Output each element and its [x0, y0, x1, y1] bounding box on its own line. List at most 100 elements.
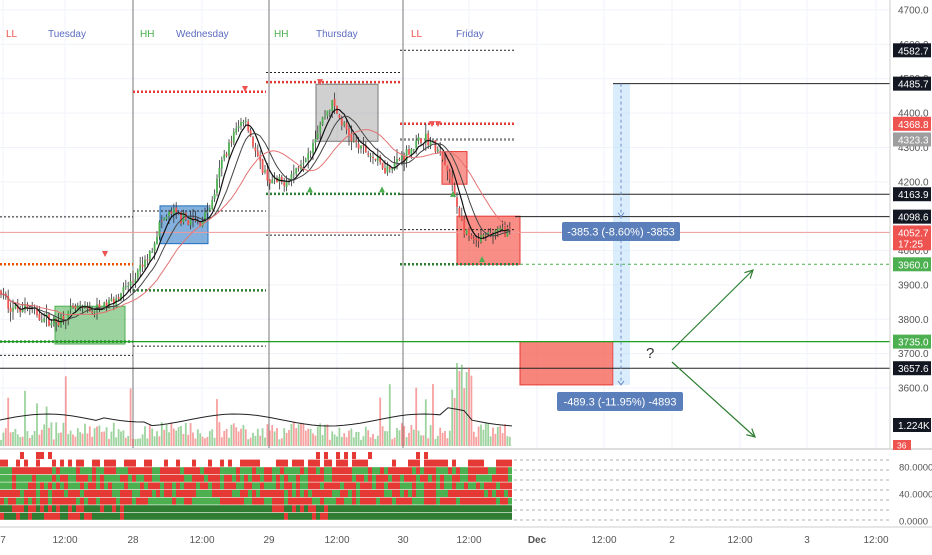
indicator-cell: [376, 482, 380, 490]
indicator-cell: [224, 482, 228, 490]
volume-bar-96: [230, 424, 233, 446]
indicator-cell: [284, 459, 288, 467]
indicator-cell: [164, 512, 168, 520]
indicator-cell: [324, 467, 328, 475]
indicator-cell: [212, 512, 216, 520]
indicator-cell: [296, 467, 300, 475]
candle-body-212: [508, 227, 511, 229]
indicator-cell: [324, 452, 328, 459]
candle-body-49: [117, 297, 120, 299]
candle-body-86: [206, 211, 209, 213]
indicator-cell: [456, 482, 460, 490]
indicator-cell: [428, 459, 432, 467]
candle-body-35: [84, 305, 86, 307]
indicator-cell: [232, 512, 236, 520]
indicator-cell: [144, 467, 148, 475]
indicator-cell: [116, 482, 120, 490]
indicator-cell: [208, 490, 212, 497]
indicator-cell: [112, 497, 116, 505]
indicator-cell: [160, 512, 164, 520]
indicator-cell: [200, 474, 204, 482]
indicator-cell: [508, 467, 512, 475]
marker-down-2: [242, 86, 248, 93]
indicator-cell: [192, 490, 196, 497]
volume-bar-140: [336, 436, 338, 446]
candle-body-181: [434, 140, 437, 152]
indicator-cell: [264, 467, 268, 475]
candle-body-138: [331, 100, 334, 112]
indicator-cell: [368, 467, 372, 475]
indicator-cell: [224, 474, 228, 482]
volume-bar-100: [240, 428, 242, 446]
indicator-cell: [4, 474, 8, 482]
indicator-cell: [256, 459, 260, 467]
indicator-cell: [196, 497, 200, 505]
indicator-cell: [400, 505, 404, 513]
x-tick-12: 3: [804, 535, 810, 546]
volume-bar-111: [266, 424, 269, 446]
indicator-cell: [424, 467, 428, 475]
indicator-cell: [492, 512, 496, 520]
indicator-cell: [256, 482, 260, 490]
volume-bar-112: [268, 430, 271, 446]
indicator-cell: [500, 482, 504, 490]
arrow-down-head: [746, 428, 756, 438]
indicator-cell: [172, 512, 176, 520]
indicator-cell: [352, 474, 356, 482]
indicator-cell: [504, 512, 508, 520]
indicator-cell: [308, 459, 312, 467]
indicator-cell: [128, 512, 132, 520]
indicator-cell: [36, 490, 40, 497]
indicator-cell: [208, 467, 212, 475]
volume-bar-152: [364, 426, 367, 446]
volume-bar-70: [168, 432, 170, 446]
volume-bar-37: [88, 426, 91, 446]
indicator-cell: [416, 482, 420, 490]
indicator-cell: [352, 452, 356, 459]
indicator-cell: [244, 512, 248, 520]
volume-bar-108: [259, 435, 262, 446]
indicator-cell: [480, 467, 484, 475]
indicator-cell: [464, 497, 468, 505]
indicator-cell: [468, 459, 472, 467]
candle-body-50: [120, 293, 122, 301]
indicator-cell: [112, 490, 116, 497]
indicator-cell: [220, 505, 224, 513]
volume-bar-41: [98, 425, 101, 446]
indicator-cell: [88, 512, 92, 520]
price-tag-bg-10: [893, 361, 931, 376]
indicator-cell: [252, 512, 256, 520]
measure-arrow-1: [617, 212, 625, 218]
volume-bar-200: [480, 424, 482, 446]
candle-body-150: [360, 145, 362, 149]
indicator-cell: [20, 505, 24, 513]
indicator-cell: [88, 474, 92, 482]
indicator-cell: [164, 467, 168, 475]
price-tag-0: 4582.7: [898, 46, 929, 57]
price-tag-6: 4052.7: [898, 228, 929, 239]
candle-body-53: [127, 286, 130, 288]
x-tick-9: 12:00: [591, 535, 616, 546]
indicator-cell: [76, 497, 80, 505]
indicator-cell: [468, 512, 472, 520]
indicator-cell: [300, 467, 304, 475]
indicator-cell: [376, 474, 380, 482]
indicator-cell: [108, 497, 112, 505]
indicator-cell: [132, 459, 136, 467]
indicator-cell: [336, 490, 340, 497]
indicator-cell: [412, 512, 416, 520]
indicator-cell: [76, 467, 80, 475]
indicator-cell: [288, 505, 292, 513]
candle-body-129: [309, 151, 312, 153]
indicator-cell: [484, 505, 488, 513]
indicator-cell: [4, 490, 8, 497]
indicator-cell: [304, 512, 308, 520]
candle-body-30: [72, 305, 74, 308]
candle-body-179: [429, 142, 432, 145]
indicator-cell: [468, 490, 472, 497]
indicator-cell: [376, 490, 380, 497]
arrow-up-head: [744, 269, 754, 279]
volume-bar-98: [235, 427, 238, 446]
